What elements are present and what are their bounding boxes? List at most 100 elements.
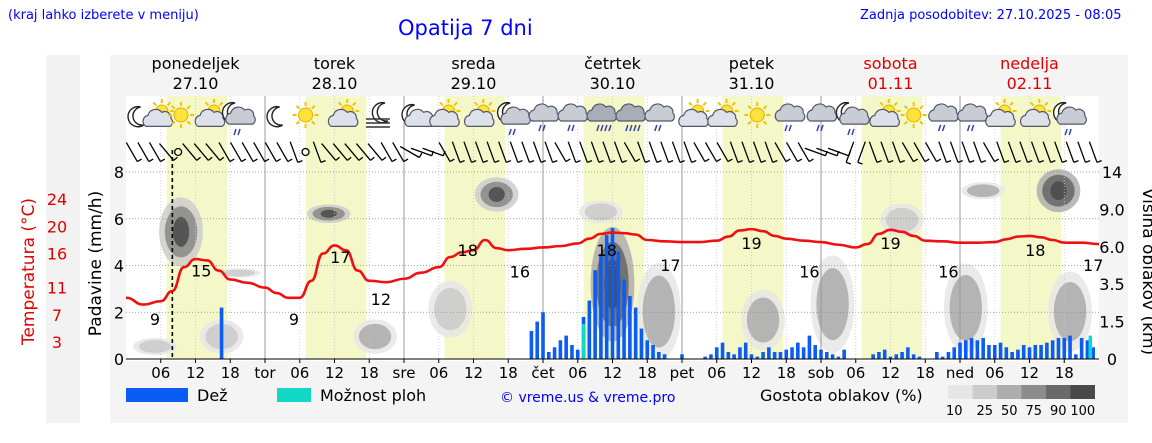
rain-bar — [842, 349, 846, 359]
sun-disc — [173, 107, 189, 123]
wind-barb — [575, 160, 581, 163]
rain-drop — [629, 124, 633, 132]
wind-arrow — [613, 141, 623, 163]
cloud-height-tick-label: 0 — [1107, 350, 1117, 369]
cloud-height-axis-label: Višina oblakov (km) — [1138, 188, 1152, 355]
rain-bar — [1027, 347, 1032, 359]
wind-arrow — [973, 141, 982, 163]
wind-barb — [252, 158, 258, 163]
sun-ray — [747, 105, 752, 110]
rain-bar — [558, 340, 563, 359]
temp-tick-label: 3 — [52, 333, 62, 352]
rain-drop — [1064, 128, 1068, 136]
temperature-label: 9 — [150, 310, 160, 329]
sun-icon — [744, 102, 771, 128]
cloud-density-level-label: 25 — [976, 404, 993, 419]
day-name: torek — [314, 54, 356, 73]
rain-bar — [1050, 340, 1055, 359]
wind-arrow — [438, 142, 451, 162]
rain-drop — [820, 124, 824, 132]
day-name: nedelja — [1000, 54, 1059, 73]
sun-ray — [731, 101, 736, 107]
cloud-shape — [985, 108, 1016, 127]
wind-barb — [857, 161, 863, 165]
rain-bar — [546, 351, 551, 359]
cloud-height-tick-label: 9.0 — [1099, 200, 1124, 219]
rain-drop — [966, 124, 971, 132]
sun-cloud-icon — [194, 99, 226, 127]
sun-ray — [311, 120, 316, 125]
moon-shape — [266, 105, 283, 128]
rain-bar — [813, 344, 818, 359]
rain-bar — [604, 235, 609, 359]
wind-arrow — [774, 142, 787, 162]
sun-ray — [1030, 101, 1035, 107]
wind-barb — [899, 160, 905, 163]
rain-bar — [784, 349, 789, 359]
rain-bar — [651, 344, 655, 359]
cloud-density-scale: 10 25 50 75 90 100 — [946, 385, 1095, 419]
rain-bar — [657, 351, 661, 359]
temperature-label: 16 — [510, 263, 530, 282]
rain-bar — [662, 354, 667, 359]
wind-arrow — [716, 142, 729, 162]
cloud-density-level-label: 100 — [1070, 404, 1095, 419]
wind-arrow — [1088, 141, 1098, 163]
x-tick-label: 12 — [881, 364, 900, 382]
wind-arrow — [229, 142, 243, 162]
wind-arrow — [332, 143, 348, 161]
temperature-label: 15 — [191, 261, 211, 280]
cloud-shape — [1019, 108, 1051, 127]
sun-ray — [762, 105, 768, 110]
wind-barb — [727, 158, 733, 163]
day-date: 31.10 — [729, 74, 775, 93]
wind-arrow — [399, 145, 420, 159]
cloud-density-blob — [966, 184, 1000, 198]
wind-barb — [704, 158, 710, 163]
wind-arrow — [868, 141, 878, 163]
wind-arrow — [683, 141, 693, 163]
cloud-density-level-label: 75 — [1025, 404, 1042, 419]
wind-barb — [1038, 160, 1044, 163]
wind-barb — [845, 161, 852, 165]
wind-barb — [924, 158, 930, 163]
sun-ray — [204, 101, 210, 107]
wind-arrow — [463, 141, 473, 163]
rain-bar — [917, 356, 922, 359]
rain-bar — [610, 228, 615, 359]
rain-bar — [906, 347, 910, 359]
cloud-density-blob — [434, 287, 467, 331]
wind-barb — [1061, 160, 1068, 163]
x-tick-label: 18 — [916, 364, 935, 382]
cloud-density-swatch — [972, 385, 997, 399]
wind-barb — [275, 158, 281, 163]
rain-bar — [633, 307, 638, 359]
rain-bar — [958, 342, 962, 359]
temperature-label: 16 — [799, 263, 819, 282]
wind-barb — [1004, 160, 1010, 163]
wind-arrow — [704, 142, 718, 162]
wind-arrow — [857, 141, 866, 163]
x-tick-label: 12 — [742, 364, 761, 382]
wind-barb — [888, 160, 894, 163]
x-tick-label: 18 — [360, 364, 379, 382]
sun-cloud-icon — [1019, 99, 1052, 127]
rain-bar — [998, 342, 1003, 359]
sun-disc — [749, 107, 765, 123]
wind-barb — [969, 160, 975, 163]
rain-bar — [552, 347, 557, 359]
rain-drop — [633, 124, 637, 132]
sun-ray — [453, 101, 458, 107]
wind-arrow — [938, 141, 947, 163]
rain-bar — [992, 344, 997, 359]
moon-icon — [266, 105, 283, 128]
wind-arrow — [891, 141, 901, 163]
wind-arrow — [218, 142, 231, 162]
rain-bar — [743, 342, 748, 359]
rain-bar — [1062, 337, 1067, 359]
temperature-label: 12 — [371, 290, 391, 309]
wind-barb — [229, 158, 235, 163]
wind-barb — [760, 160, 766, 163]
wind-arrow — [579, 141, 588, 163]
sun-ray — [171, 120, 176, 125]
